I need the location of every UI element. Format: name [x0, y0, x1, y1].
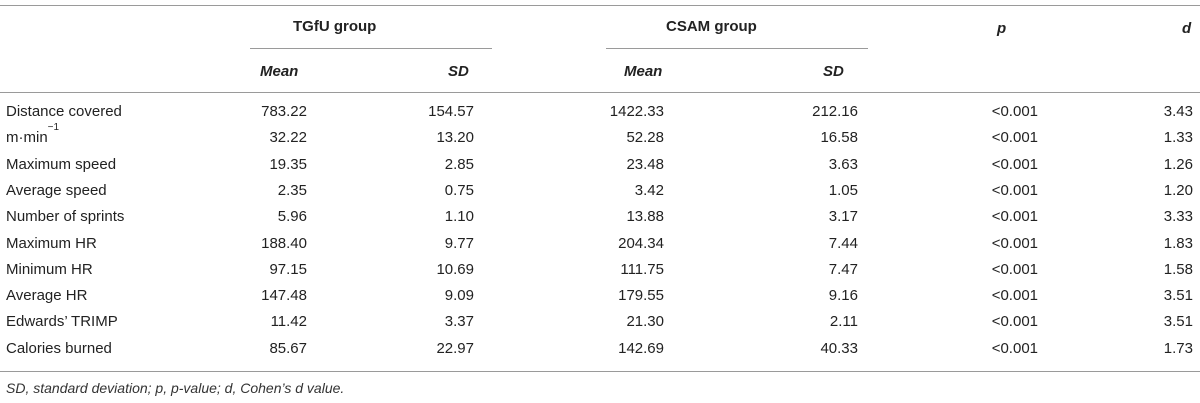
cell-csam-sd: 3.17 [828, 208, 858, 225]
cell-tgfu-mean: 11.42 [270, 313, 307, 330]
cell-csam-sd: 9.16 [828, 287, 858, 304]
header-p-value: p [997, 20, 1007, 37]
cell-p: <0.001 [991, 261, 1038, 278]
cell-csam-sd: 16.58 [820, 129, 858, 146]
cell-tgfu-mean: 97.15 [269, 261, 307, 278]
cell-d: 1.26 [1163, 156, 1193, 173]
row-label: Distance covered [6, 103, 122, 120]
cell-csam-mean: 1422.33 [609, 103, 664, 120]
cell-tgfu-sd: 22.97 [436, 340, 474, 357]
cell-csam-sd: 40.33 [820, 340, 858, 357]
cell-csam-mean: 21.30 [626, 313, 664, 330]
tgfu-group-rule [250, 48, 492, 49]
row-label: Calories burned [6, 340, 112, 357]
row-label: Edwards’ TRIMP [6, 313, 118, 330]
table-bottom-rule [0, 371, 1200, 372]
cell-tgfu-mean: 32.22 [269, 129, 307, 146]
cell-d: 1.20 [1163, 182, 1193, 199]
cell-tgfu-sd: 3.37 [444, 313, 474, 330]
cell-csam-mean: 3.42 [634, 182, 664, 199]
cell-tgfu-sd: 0.75 [444, 182, 474, 199]
row-label: Average speed [6, 182, 107, 199]
cell-p: <0.001 [991, 182, 1038, 199]
cell-d: 1.33 [1163, 129, 1193, 146]
table-footnote: SD, standard deviation; p, p-value; d, C… [6, 380, 345, 396]
header-csam-group: CSAM group [666, 18, 757, 35]
csam-group-rule [606, 48, 868, 49]
cell-p: <0.001 [991, 340, 1038, 357]
cell-tgfu-sd: 9.09 [444, 287, 474, 304]
row-label: m·min−1 [6, 122, 60, 147]
cell-tgfu-sd: 2.85 [444, 156, 474, 173]
cell-csam-mean: 204.34 [618, 235, 664, 252]
cell-tgfu-mean: 147.48 [261, 287, 307, 304]
cell-csam-sd: 3.63 [828, 156, 858, 173]
cell-csam-sd: 212.16 [812, 103, 858, 120]
cell-p: <0.001 [991, 235, 1038, 252]
cell-tgfu-sd: 9.77 [444, 235, 474, 252]
cell-tgfu-mean: 783.22 [261, 103, 307, 120]
subheader-tgfu-mean: Mean [260, 63, 299, 80]
cell-tgfu-mean: 188.40 [261, 235, 307, 252]
cell-csam-sd: 1.05 [828, 182, 858, 199]
cell-tgfu-mean: 85.67 [269, 340, 307, 357]
cell-d: 1.58 [1163, 261, 1193, 278]
header-bottom-rule [0, 92, 1200, 93]
cell-p: <0.001 [991, 129, 1038, 146]
cell-csam-mean: 179.55 [618, 287, 664, 304]
cell-csam-sd: 7.44 [828, 235, 858, 252]
cell-d: 3.51 [1163, 287, 1193, 304]
subheader-csam-sd: SD [823, 63, 844, 80]
cell-tgfu-sd: 13.20 [436, 129, 474, 146]
cell-csam-mean: 23.48 [626, 156, 664, 173]
cell-d: 3.33 [1163, 208, 1193, 225]
cell-p: <0.001 [991, 208, 1038, 225]
header-tgfu-group: TGfU group [293, 18, 377, 35]
cell-tgfu-mean: 2.35 [277, 182, 307, 199]
cell-csam-mean: 52.28 [626, 129, 664, 146]
cell-tgfu-sd: 154.57 [428, 103, 474, 120]
cell-tgfu-sd: 1.10 [444, 208, 474, 225]
row-label: Minimum HR [6, 261, 93, 278]
row-label: Number of sprints [6, 208, 125, 225]
subheader-tgfu-sd: SD [448, 63, 469, 80]
cell-csam-sd: 7.47 [828, 261, 858, 278]
cell-d: 3.51 [1163, 313, 1193, 330]
cell-tgfu-mean: 5.96 [277, 208, 307, 225]
row-label: Maximum HR [6, 235, 97, 252]
cell-d: 1.73 [1163, 340, 1193, 357]
table-top-rule [0, 5, 1200, 6]
cell-csam-sd: 2.11 [829, 313, 858, 330]
cell-d: 1.83 [1163, 235, 1193, 252]
cell-csam-mean: 111.75 [620, 261, 664, 278]
subheader-csam-mean: Mean [624, 63, 663, 80]
row-label: Average HR [6, 287, 88, 304]
cell-csam-mean: 142.69 [618, 340, 664, 357]
cell-p: <0.001 [991, 103, 1038, 120]
cell-p: <0.001 [991, 156, 1038, 173]
row-label: Maximum speed [6, 156, 117, 173]
cell-tgfu-mean: 19.35 [269, 156, 307, 173]
cell-d: 3.43 [1163, 103, 1193, 120]
cell-tgfu-sd: 10.69 [436, 261, 474, 278]
cell-csam-mean: 13.88 [626, 208, 664, 225]
header-d-value: d [1182, 20, 1192, 37]
cell-p: <0.001 [991, 287, 1038, 304]
cell-p: <0.001 [991, 313, 1038, 330]
